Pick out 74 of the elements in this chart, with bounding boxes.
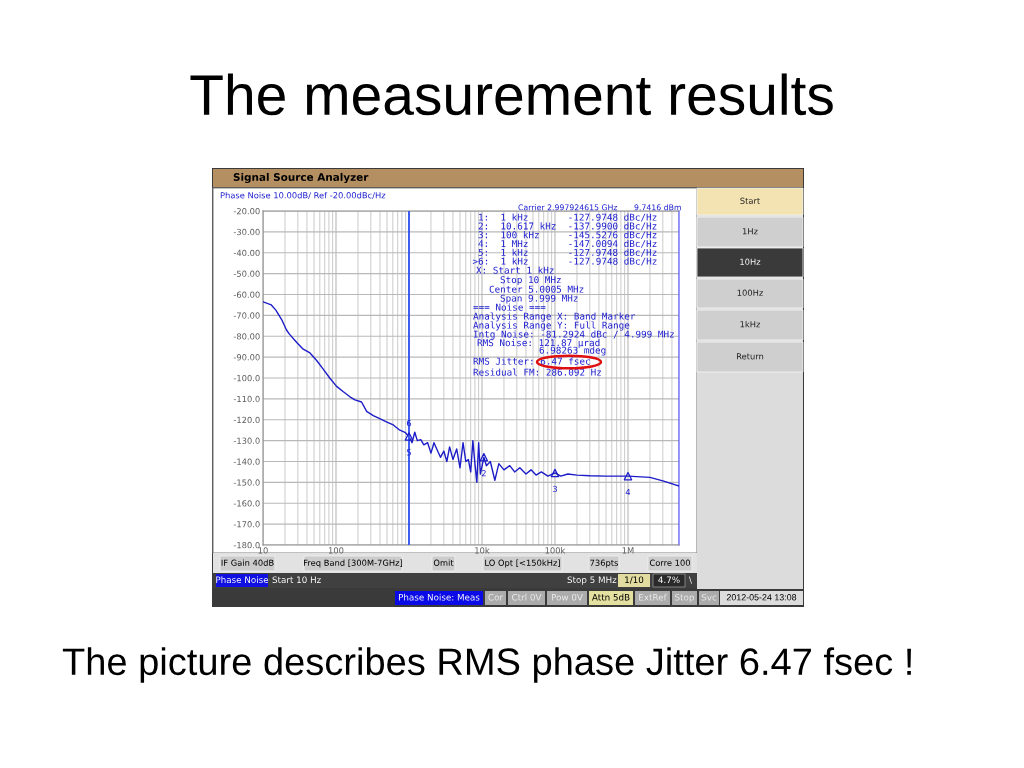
annotation: Stop 10 MHz [500,276,561,286]
text: 2012-05-24 13:08 [726,594,797,601]
annotation: Span 9.999 MHz [500,294,578,304]
text: Start 10 Hz [272,576,321,584]
y-tick-label: -140.0 [233,458,260,465]
point [404,432,414,441]
text: Phase Noise: Meas [398,593,480,601]
annotation: 2 [481,470,486,477]
text: Pow 0V [551,593,583,601]
text: Return [736,353,764,360]
text: 736pts [590,559,618,568]
annotation: 4: 1 MHz -147.0094 dBc/Hz [478,239,657,248]
annotation: 3 [552,485,557,493]
x-tick-label: 10k [475,547,490,554]
y-tick-label: -100.0 [233,374,260,382]
y-tick-label: -160.0 [233,500,260,507]
text: 4.7% [658,576,680,584]
y-tick-label: -120.0 [233,416,260,424]
text: Stop [675,593,694,603]
text: The picture describes RMS phase Jitter 6.47 fsec ! [62,647,911,683]
y-tick-label: -50.00 [233,270,260,277]
annotation: 1: 1 kHz -127.9748 dBc/Hz [479,213,657,222]
annotation: 3: 100 kHz -145.5276 dBc/Hz [478,231,657,240]
text: 1/10 [625,576,644,584]
text: Start [740,197,760,204]
annotation: Analysis Range Y: Full Range [473,321,630,331]
y-tick-label: -90.00 [233,354,260,361]
y-tick-label: -130.0 [233,437,260,444]
text: Stop 5 MHz [567,576,617,585]
x-tick-label: 100 [328,547,344,554]
y-tick-label: -70.00 [233,312,260,319]
y-tick-label: -110.0 [233,395,260,403]
text: 1kHz [740,320,761,328]
text: Omit [433,559,454,566]
annotation: 2: 10.617 kHz -137.9900 dBc/Hz [478,222,657,231]
annotation: X: Start 1 kHz [476,266,554,274]
text: Phase Noise 10.00dB/ Ref -20.00dBc/Hz [220,191,386,200]
point [550,468,560,478]
y-tick-label: -30.00 [233,228,260,236]
text: 10Hz [740,258,761,265]
chart-title: The measurement results [190,73,833,116]
text: Svc [701,593,717,601]
text: 100Hz [737,289,763,296]
point [479,453,489,462]
annotation: Intg Noise: -81.2924 dBc / 4.999 MHz [473,330,674,340]
text: ExtRef [639,593,667,601]
annotation: Center 5.0005 MHz [489,285,584,293]
text: Ctrl 0V [512,593,542,601]
y-tick-label: -170.0 [233,521,260,528]
text: IF Gain 40dB [221,559,274,566]
y-tick-label: -60.00 [233,291,260,298]
annotation: === Noise === [473,303,546,311]
annotation: >6: 1 kHz -127.9748 dBc/Hz [472,257,657,266]
y-tick-label: -40.00 [233,249,260,257]
annotation: Residual FM: 286.092 Hz [473,368,601,376]
text: Signal Source Analyzer [233,172,369,184]
annotation: 4 [625,489,631,496]
y-tick-label: -180.0 [233,541,260,549]
annotation: 5: 1 kHz -127.9748 dBc/Hz [478,248,657,257]
text: Corre 100 [649,559,691,566]
text: \ [689,576,692,584]
text: Freq Band [300M-7GHz] [304,559,403,568]
y-tick-label: -150.0 [233,479,260,486]
x-tick-label: 10 [258,547,268,554]
annotation: Analysis Range X: Band Marker [473,312,636,322]
text: Phase Noise [216,576,269,584]
text: 1Hz [742,228,758,235]
text: Attn 5dB [592,593,630,601]
text: LO Opt [<150kHz] [485,559,560,568]
x-tick-label: 1M [622,547,634,554]
y-tick-label: -20.00 [233,207,260,215]
x-tick-label: 100k [545,547,566,554]
y-tick-label: -80.00 [233,333,260,340]
point [623,471,633,481]
